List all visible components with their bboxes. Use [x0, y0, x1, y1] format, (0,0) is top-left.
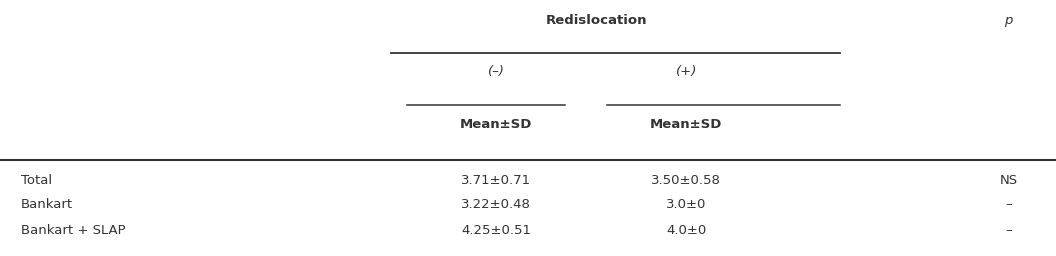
Text: –: – [1005, 224, 1012, 237]
Text: 4.25±0.51: 4.25±0.51 [461, 224, 531, 237]
Text: Total: Total [21, 174, 52, 187]
Text: 4.0±0: 4.0±0 [666, 224, 706, 237]
Text: (–): (–) [488, 65, 505, 78]
Text: Bankart: Bankart [21, 198, 73, 211]
Text: Bankart + SLAP: Bankart + SLAP [21, 224, 126, 237]
Text: NS: NS [999, 174, 1018, 187]
Text: 3.0±0: 3.0±0 [666, 198, 706, 211]
Text: 3.71±0.71: 3.71±0.71 [461, 174, 531, 187]
Text: p: p [1004, 14, 1013, 27]
Text: –: – [1005, 198, 1012, 211]
Text: Mean±SD: Mean±SD [650, 118, 722, 131]
Text: 3.50±0.58: 3.50±0.58 [652, 174, 721, 187]
Text: 3.22±0.48: 3.22±0.48 [461, 198, 531, 211]
Text: (+): (+) [676, 65, 697, 78]
Text: Redislocation: Redislocation [546, 14, 647, 27]
Text: Mean±SD: Mean±SD [460, 118, 532, 131]
